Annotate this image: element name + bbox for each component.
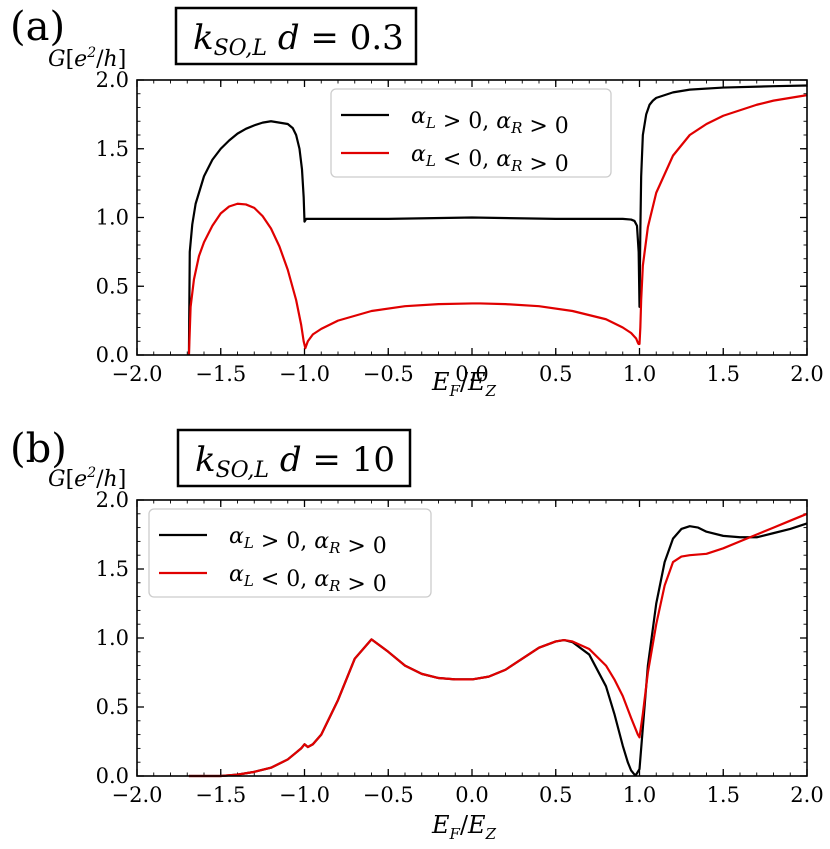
legend-b: αL > 0, αR > 0αL < 0, αR > 0: [148, 508, 432, 598]
panel-label-a: (a): [10, 4, 65, 50]
series-line-2: [187, 94, 808, 356]
annotation-box-b: kSO,L d = 10: [176, 428, 412, 488]
x-tick-label: 0.0: [455, 362, 488, 386]
x-tick-label: 2.0: [790, 362, 823, 386]
legend-a: αL > 0, αR > 0αL < 0, αR > 0: [330, 88, 612, 178]
legend-frame: [330, 88, 612, 178]
panel-label-b: (b): [10, 426, 67, 472]
x-tick-label: −1.0: [279, 783, 330, 807]
legend-frame: [148, 508, 432, 598]
plot-frame-a: [136, 79, 808, 356]
x-tick-label: 0.5: [539, 362, 572, 386]
x-tick-label: −0.5: [363, 783, 414, 807]
x-tick-label: −2.0: [112, 783, 163, 807]
y-tick-label: 0.0: [96, 343, 129, 367]
legend-label-1: αL > 0, αR > 0: [229, 524, 387, 559]
y-tick-label: 1.5: [96, 137, 129, 161]
y-tick-label: 2.0: [96, 68, 129, 92]
x-tick-label: −1.5: [195, 783, 246, 807]
series-line-1: [187, 84, 808, 356]
legend-label-2: αL < 0, αR > 0: [229, 562, 387, 597]
x-tick-label: −1.5: [195, 362, 246, 386]
series-line-2: [188, 512, 808, 778]
y-tick-label: 1.0: [96, 206, 129, 230]
ticks-a: −2.0 −1.5 −1.0 −0.5 0.0 0.5 1.0 1.5 2.0 0.0 0.5 1.0…: [96, 68, 824, 386]
x-tick-label: −1.0: [279, 362, 330, 386]
y-tick-label: 0.0: [96, 764, 129, 788]
y-tick-label: 0.5: [96, 695, 129, 719]
annotation-box-a: kSO,L d = 0.3: [174, 6, 418, 66]
series-group-a: [187, 84, 808, 356]
x-tick-label: −2.0: [112, 362, 163, 386]
x-tick-label: 1.0: [623, 362, 656, 386]
legend-label-2: αL < 0, αR > 0: [411, 142, 569, 177]
x-axis-label-b: EF/EZ: [431, 811, 497, 843]
x-tick-label: 2.0: [790, 783, 823, 807]
y-tick-label: 2.0: [96, 488, 129, 512]
y-axis-label-a: G[e2/h]: [48, 45, 126, 72]
legend-label-1: αL > 0, αR > 0: [411, 104, 569, 139]
y-axis-label-b: G[e2/h]: [48, 465, 126, 492]
x-tick-label: −0.5: [363, 362, 414, 386]
y-tick-label: 0.5: [96, 274, 129, 298]
panel-b: (b) kSO,L d = 10 G[e2/h] EF/EZ −2.0 −1.5 −…: [10, 426, 824, 843]
x-tick-label: 0.0: [455, 783, 488, 807]
y-tick-label: 1.5: [96, 557, 129, 581]
y-tick-label: 1.0: [96, 626, 129, 650]
series-group-b: [188, 512, 808, 778]
x-tick-label: 1.5: [707, 362, 740, 386]
x-tick-label: 1.0: [623, 783, 656, 807]
panel-a: (a) kSO,L d = 0.3 G[e2/h] EF/EZ −2.0 −1.5…: [10, 4, 824, 400]
x-tick-label: 0.5: [539, 783, 572, 807]
x-tick-label: 1.5: [707, 783, 740, 807]
plot-frame-b: [136, 499, 808, 777]
